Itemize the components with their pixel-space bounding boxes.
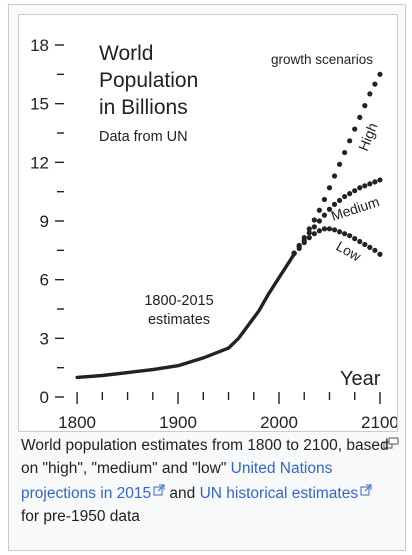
un-projections-link[interactable]: United Nations projections in 2015 [21, 460, 332, 502]
y-tick-label: 15 [30, 95, 49, 114]
data-point-low [372, 247, 378, 253]
y-tick-label: 3 [40, 329, 49, 348]
data-point-low [336, 229, 343, 235]
data-point-low [342, 231, 348, 237]
data-point-medium [321, 212, 328, 218]
data-point-high [357, 114, 363, 120]
data-point-high [342, 149, 348, 156]
chart-image[interactable]: 0 3 6 9 12 15 18 1800 1900 2000 2100 World Popula… [18, 14, 399, 432]
population-chart: 0 3 6 9 12 15 18 1800 1900 2000 2100 World Popula… [30, 36, 399, 432]
data-point-medium [357, 185, 363, 191]
figure-caption: World population estimates from 1800 to … [21, 434, 393, 528]
data-point-medium [377, 177, 383, 183]
data-point-medium [336, 197, 343, 204]
external-link-icon [153, 480, 165, 496]
data-point-medium [316, 218, 322, 224]
chart-title-line-1: World [99, 42, 153, 65]
caption-text-2: and [165, 485, 200, 502]
historical-estimates-line [75, 252, 296, 380]
data-point-high [326, 185, 333, 191]
x-tick-label: 2000 [260, 413, 298, 431]
data-point-medium [372, 179, 378, 185]
data-point-medium [311, 224, 317, 230]
data-point-low [321, 226, 328, 232]
data-point-high [336, 161, 343, 167]
data-point-low [326, 226, 333, 232]
data-point-low [316, 228, 322, 234]
un-historical-link-text: UN historical estimates [199, 485, 359, 502]
series-medium [291, 177, 383, 256]
scenarios-title: growth scenarios [271, 52, 373, 67]
data-point-medium [331, 201, 338, 207]
historical-label-line-2: estimates [148, 312, 210, 328]
data-point-low [306, 235, 312, 241]
data-point-high [311, 217, 317, 223]
data-point-low [296, 245, 302, 251]
data-point-low [331, 227, 338, 233]
data-point-medium [306, 230, 312, 236]
data-point-high [367, 91, 373, 97]
data-point-high [316, 207, 322, 213]
data-point-high [362, 103, 368, 109]
figure-thumbnail: 0 3 6 9 12 15 18 1800 1900 2000 2100 World Popula… [8, 4, 406, 551]
data-point-high [352, 126, 358, 132]
data-point-medium [326, 206, 333, 212]
data-point-high [347, 138, 353, 144]
data-point-low [367, 244, 373, 250]
x-axis: 1800 1900 2000 2100 [58, 392, 399, 432]
x-tick-label: 1800 [58, 413, 96, 431]
y-tick-label: 12 [30, 153, 49, 172]
chart-title-line-2: Population [99, 69, 198, 92]
series-high [291, 71, 383, 256]
data-point-medium [342, 193, 348, 200]
data-point-high [321, 196, 328, 203]
data-point-low [291, 250, 297, 256]
series-low [291, 226, 383, 257]
series-label-medium: Medium [329, 193, 381, 224]
data-point-low [301, 239, 307, 246]
y-tick-label: 18 [30, 36, 49, 55]
un-projections-link-text: United Nations projections in 2015 [21, 460, 333, 502]
data-point-medium [352, 188, 358, 194]
y-tick-label: 6 [40, 271, 49, 290]
data-point-low [357, 238, 363, 245]
historical-line [75, 252, 296, 380]
un-historical-link[interactable]: UN historical estimates [199, 484, 373, 502]
y-axis: 0 3 6 9 12 15 18 [30, 36, 64, 407]
external-link-icon [360, 480, 372, 496]
data-point-low [311, 231, 317, 237]
caption-text-3: for pre-1950 data [21, 508, 140, 525]
historical-label-line-1: 1800-2015 [144, 293, 213, 309]
x-tick-label: 2100 [361, 413, 397, 431]
chart-title-line-3: in Billions [99, 96, 188, 119]
series-label-high: High [355, 120, 381, 153]
source-note: Data from UN [99, 129, 188, 145]
data-point-low [377, 251, 383, 257]
data-point-low [347, 233, 353, 239]
x-axis-label: Year [340, 368, 381, 390]
data-point-medium [347, 191, 353, 197]
data-point-low [362, 241, 368, 248]
data-point-high [306, 226, 312, 232]
y-tick-label: 0 [40, 388, 49, 407]
data-point-high [331, 173, 338, 179]
x-tick-label: 1900 [159, 413, 197, 431]
scenario-series [291, 71, 383, 257]
data-point-medium [367, 181, 373, 187]
data-point-medium [362, 183, 368, 189]
enlarge-icon[interactable] [383, 436, 399, 449]
data-point-high [372, 81, 378, 87]
caption-text-1: World population estimates from 1800 to … [21, 437, 389, 477]
y-tick-label: 9 [40, 212, 49, 231]
data-point-low [352, 236, 358, 242]
data-point-high [377, 71, 383, 77]
